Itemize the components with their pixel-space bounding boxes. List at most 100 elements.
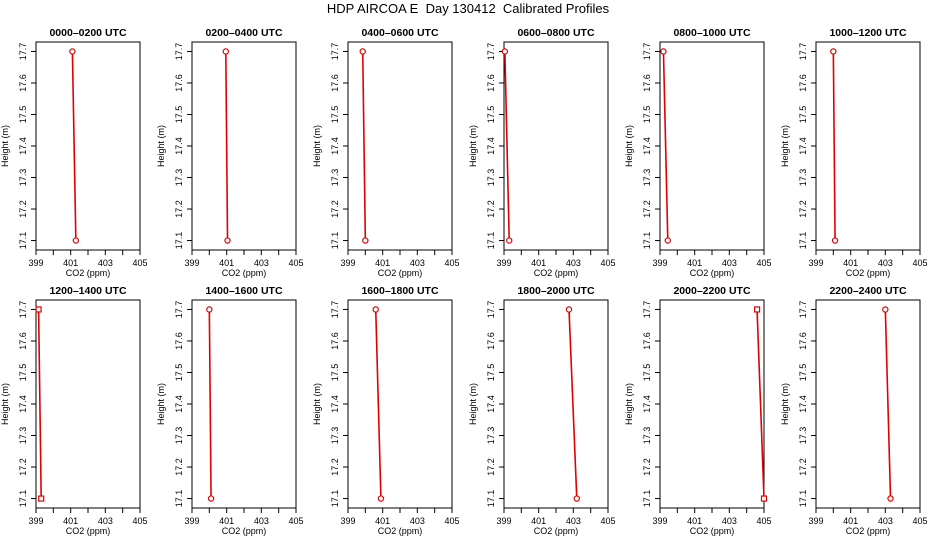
x-tick-label: 403	[410, 516, 425, 526]
y-tick-label: 17.4	[330, 137, 340, 155]
profile-line	[71, 51, 77, 241]
x-tick-label: 401	[531, 258, 546, 268]
data-point	[222, 48, 229, 55]
y-tick-label: 17.1	[798, 490, 808, 508]
y-tick-label: 17.3	[798, 427, 808, 445]
y-tick-label: 17.7	[486, 43, 496, 61]
x-tick-label: 401	[63, 516, 78, 526]
y-tick-label: 17.6	[330, 332, 340, 350]
y-tick-label: 17.2	[486, 458, 496, 476]
panel-4: 0600–0800 UTC 399 401 403 405 CO2 (ppm) 17.1 17…	[468, 27, 616, 278]
y-tick-label: 17.5	[174, 364, 184, 382]
profile-line	[504, 51, 510, 241]
data-point	[372, 306, 379, 313]
data-point	[760, 495, 768, 502]
y-tick-label: 17.7	[798, 301, 808, 319]
y-axis-label: Height (m)	[156, 383, 166, 425]
y-tick-label: 17.2	[330, 200, 340, 218]
panel-1: 0000–0200 UTC 399 401 403 405 CO2 (ppm) 17.1 17…	[0, 27, 148, 278]
data-point	[69, 48, 76, 55]
data-point	[207, 495, 215, 502]
y-tick-label: 17.1	[330, 490, 340, 508]
y-tick-label: 17.1	[486, 232, 496, 250]
panel-title: 0200–0400 UTC	[205, 27, 282, 39]
data-point	[573, 495, 581, 502]
y-tick-label: 17.5	[18, 364, 28, 382]
y-axis-label: Height (m)	[312, 125, 322, 167]
x-tick-label: 401	[531, 516, 546, 526]
x-tick-label: 405	[444, 258, 459, 268]
data-point	[206, 306, 213, 313]
y-tick-label: 17.7	[642, 43, 652, 61]
y-tick-label: 17.4	[486, 137, 496, 155]
panel-title: 1400–1600 UTC	[205, 285, 282, 297]
data-point	[830, 48, 837, 55]
y-tick-label: 17.7	[18, 301, 28, 319]
x-tick-label: 399	[28, 516, 43, 526]
panel-title: 1800–2000 UTC	[517, 285, 594, 297]
y-tick-label: 17.6	[486, 74, 496, 92]
plot-frame	[35, 41, 141, 251]
y-tick-label: 17.6	[330, 74, 340, 92]
panel-11: 2000–2200 UTC 399 401 403 405 CO2 (ppm) 17.1 17…	[624, 285, 772, 536]
y-tick-label: 17.3	[174, 427, 184, 445]
y-tick-label: 17.4	[486, 395, 496, 413]
x-axis-label: CO2 (ppm)	[378, 526, 423, 536]
x-tick-label: 405	[912, 516, 927, 526]
y-tick-label: 17.4	[330, 395, 340, 413]
y-tick-label: 17.4	[798, 395, 808, 413]
y-tick-label: 17.4	[18, 395, 28, 413]
y-tick-label: 17.6	[642, 332, 652, 350]
data-point	[887, 495, 894, 502]
y-tick-label: 17.7	[330, 301, 340, 319]
panel-8: 1400–1600 UTC 399 401 403 405 CO2 (ppm) 17.1 17…	[156, 285, 304, 536]
x-tick-label: 403	[410, 258, 425, 268]
panel-title: 2200–2400 UTC	[829, 285, 906, 297]
x-axis-label: CO2 (ppm)	[66, 268, 111, 278]
panel-title: 1000–1200 UTC	[829, 27, 906, 39]
y-tick-label: 17.1	[486, 490, 496, 508]
x-tick-label: 403	[98, 258, 113, 268]
panel-5: 0800–1000 UTC 399 401 403 405 CO2 (ppm) 17.1 17…	[624, 27, 772, 278]
x-tick-label: 405	[600, 516, 615, 526]
y-tick-label: 17.3	[798, 169, 808, 187]
x-tick-label: 403	[878, 258, 893, 268]
x-tick-label: 399	[184, 516, 199, 526]
y-tick-label: 17.6	[642, 74, 652, 92]
x-tick-label: 403	[98, 516, 113, 526]
y-tick-label: 17.4	[798, 137, 808, 155]
plot-frame	[347, 299, 453, 509]
y-tick-label: 17.5	[486, 106, 496, 124]
y-tick-label: 17.5	[642, 106, 652, 124]
data-point	[501, 48, 509, 55]
data-point	[38, 495, 45, 502]
x-tick-label: 405	[132, 258, 147, 268]
y-axis-label: Height (m)	[624, 383, 634, 425]
x-tick-label: 399	[184, 258, 199, 268]
x-tick-label: 401	[63, 258, 78, 268]
data-point	[565, 306, 573, 313]
y-tick-label: 17.4	[642, 395, 652, 413]
profile-line	[225, 51, 229, 241]
y-tick-label: 17.7	[174, 301, 184, 319]
y-tick-label: 17.5	[798, 364, 808, 382]
data-point	[224, 237, 231, 244]
y-tick-label: 17.1	[174, 232, 184, 250]
y-tick-label: 17.3	[174, 169, 184, 187]
y-tick-label: 17.2	[18, 458, 28, 476]
profile-line	[361, 51, 367, 241]
plot-frame	[35, 299, 141, 509]
x-tick-label: 403	[566, 516, 581, 526]
y-tick-label: 17.1	[642, 232, 652, 250]
y-tick-label: 17.5	[18, 106, 28, 124]
y-tick-label: 17.7	[486, 301, 496, 319]
panel-10: 1800–2000 UTC 399 401 403 405 CO2 (ppm) 17.1 17…	[468, 285, 616, 536]
y-tick-label: 17.2	[798, 200, 808, 218]
y-tick-label: 17.7	[798, 43, 808, 61]
y-tick-label: 17.2	[798, 458, 808, 476]
data-point	[882, 306, 889, 313]
plot-frame	[659, 41, 765, 251]
data-point	[72, 237, 80, 244]
x-axis-label: CO2 (ppm)	[378, 268, 423, 278]
y-tick-label: 17.7	[642, 301, 652, 319]
